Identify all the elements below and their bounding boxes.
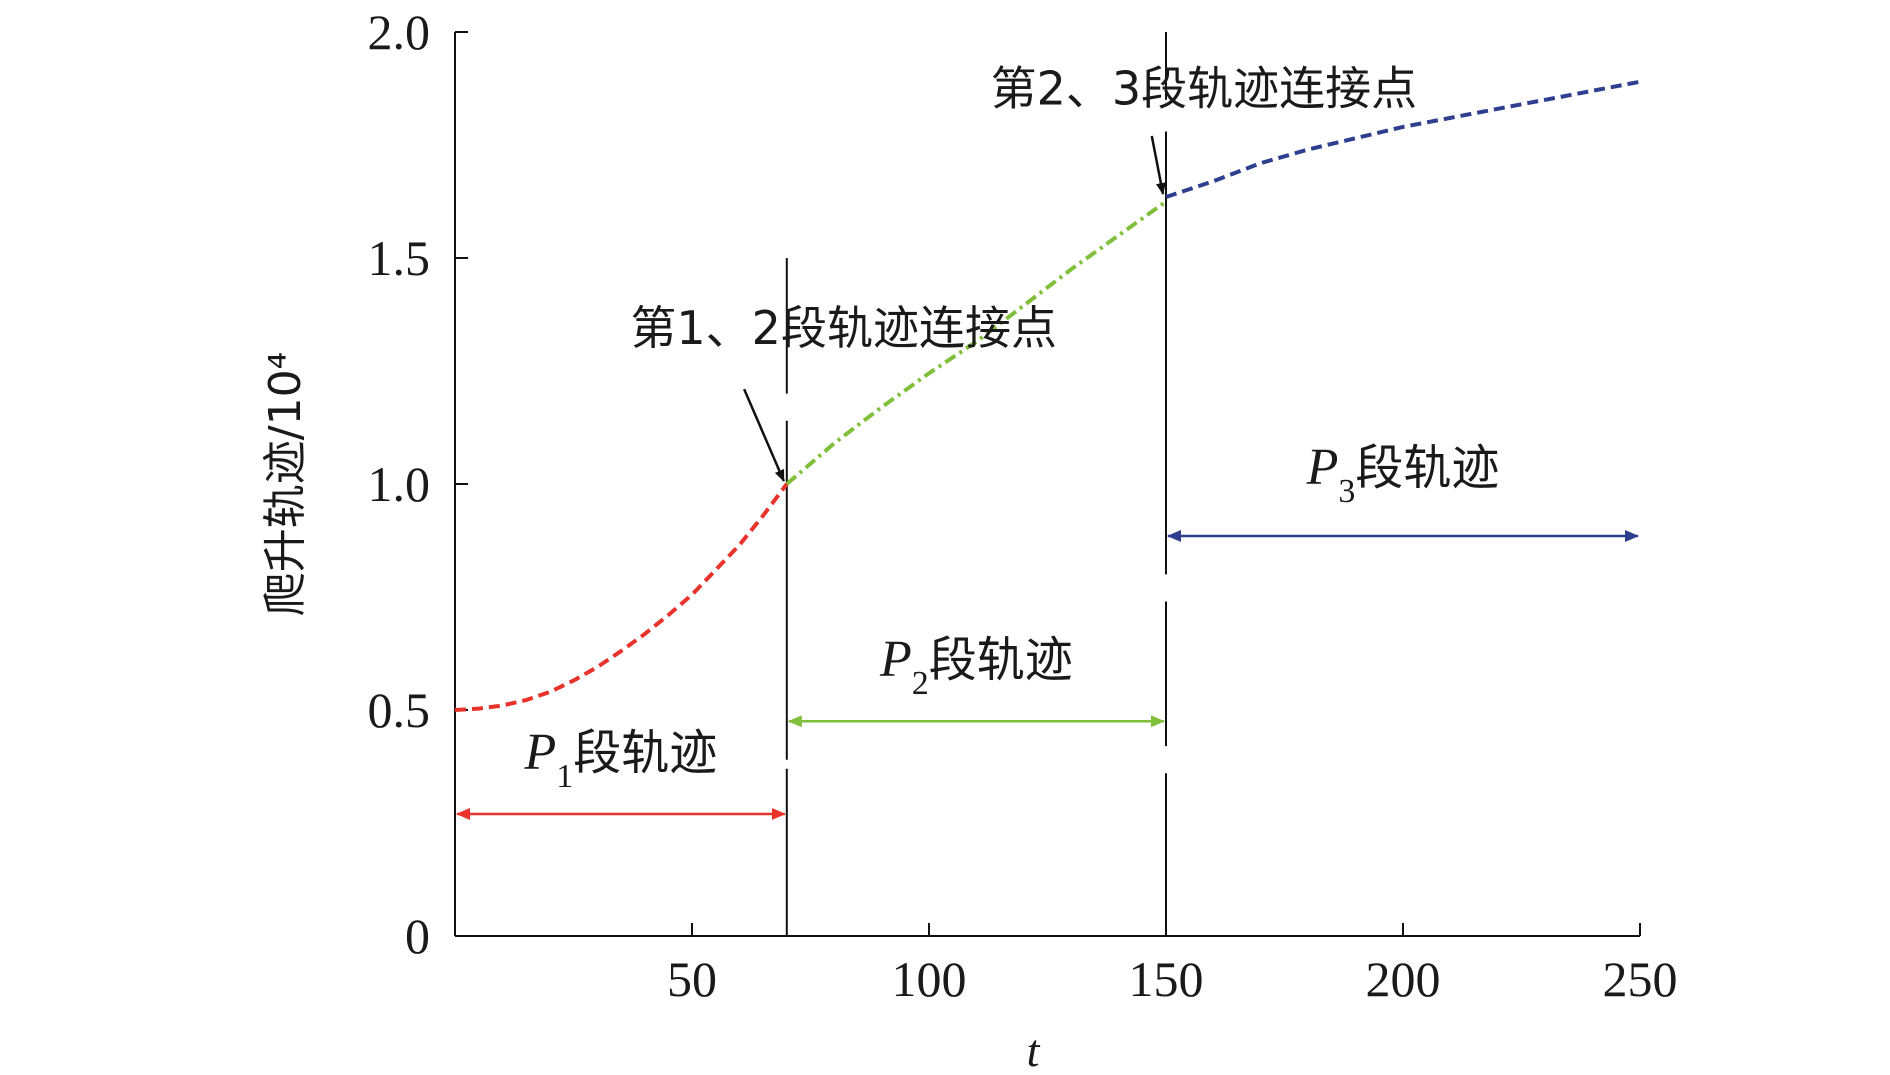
x-ticks: 50 100 150 200 250 (667, 923, 1678, 1007)
range-arrows: P1段轨迹 P2段轨迹 P3段轨迹 (456, 439, 1639, 820)
y-tick-label: 0.5 (368, 682, 431, 738)
segment-boundaries (785, 32, 1167, 936)
range-label: P2段轨迹 (879, 631, 1073, 702)
x-tick-label: 50 (667, 951, 717, 1007)
x-tick-label: 100 (892, 951, 967, 1007)
connection-point-arrow (742, 388, 785, 482)
series-line (1165, 79, 1641, 199)
annotations: 第1、2段轨迹连接点 第2、3段轨迹连接点 (630, 61, 1418, 482)
connection-point-label: 第1、2段轨迹连接点 (630, 301, 1057, 355)
x-tick-label: 150 (1129, 951, 1204, 1007)
range-label: P3段轨迹 (1306, 439, 1500, 510)
range-label: P1段轨迹 (524, 724, 718, 795)
y-ticks: 0 0.5 1.0 1.5 2.0 (368, 4, 468, 964)
x-tick-label: 250 (1603, 951, 1678, 1007)
connection-point-label: 第2、3段轨迹连接点 (991, 61, 1418, 115)
x-axis-label: t (1027, 1025, 1041, 1075)
x-tick-label: 200 (1366, 951, 1441, 1007)
series-line (785, 199, 1168, 486)
y-tick-label: 0 (405, 908, 430, 964)
y-tick-label: 2.0 (368, 4, 431, 60)
y-tick-label: 1.0 (368, 456, 431, 512)
series-group (454, 79, 1641, 712)
connection-point-arrow (1150, 135, 1166, 195)
series-line (454, 482, 789, 712)
y-axis-label: 爬升轨迹/10⁴ (260, 352, 311, 616)
y-tick-label: 1.5 (368, 230, 431, 286)
